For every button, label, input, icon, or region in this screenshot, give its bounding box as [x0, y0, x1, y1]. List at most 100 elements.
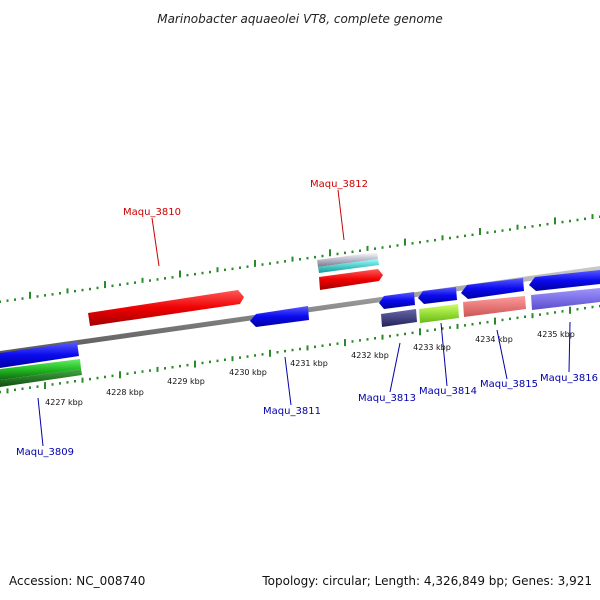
tick-label-4233: 4233 kbp [413, 343, 451, 352]
minor-tick-mark [134, 371, 136, 374]
minor-tick-mark [336, 342, 339, 345]
minor-tick-mark [59, 292, 61, 295]
minor-tick-mark [576, 218, 579, 222]
minor-tick-mark [171, 366, 174, 369]
minor-tick-mark [119, 283, 121, 286]
minor-tick-mark [441, 235, 444, 241]
minor-tick-mark [14, 298, 16, 301]
minor-tick-mark [36, 385, 39, 388]
gene-label-maqu-3813[interactable]: Maqu_3813 [358, 393, 416, 404]
major-tick-mark [104, 281, 106, 289]
gene-arrow-stack-mid[interactable] [318, 259, 379, 273]
major-tick-mark [269, 349, 271, 357]
minor-tick-mark [246, 265, 249, 268]
minor-tick-mark [359, 339, 361, 342]
minor-tick-mark [21, 387, 24, 390]
minor-tick-mark [404, 332, 406, 336]
gene-feature-maqu-3809[interactable] [0, 342, 82, 387]
minor-tick-mark [216, 359, 219, 363]
gene-arrow[interactable] [319, 269, 383, 290]
minor-tick-mark [321, 254, 324, 258]
minor-tick-mark [96, 286, 99, 290]
gene-arrow-stack-darkgreen[interactable] [0, 369, 82, 387]
gene-label-maqu-3810[interactable]: Maqu_3810 [123, 207, 181, 218]
minor-tick-mark [74, 289, 76, 293]
minor-tick-mark [186, 273, 189, 277]
minor-tick-mark [216, 267, 219, 273]
gene-feature-maqu-3813[interactable] [379, 292, 417, 327]
gene-arrow-stack-top[interactable] [317, 252, 378, 267]
gene-feature-maqu-3812[interactable] [317, 252, 383, 290]
gene-arrow-stack-navy[interactable] [381, 309, 417, 327]
tick-label-4231: 4231 kbp [290, 359, 328, 368]
minor-tick-mark [201, 361, 204, 365]
gene-arrow[interactable] [461, 278, 524, 299]
minor-tick-mark [456, 323, 459, 329]
minor-tick-mark [284, 260, 286, 263]
gene-arrow[interactable] [529, 270, 600, 291]
minor-tick-mark [231, 356, 234, 362]
tick-labels: 4227 kbp 4228 kbp 4229 kbp 4230 kbp 4231… [45, 330, 575, 407]
minor-tick-mark [411, 331, 414, 335]
minor-tick-mark [104, 375, 106, 379]
gene-arrow[interactable] [88, 290, 244, 326]
accession-text: Accession: NC_008740 [9, 574, 145, 588]
minor-tick-mark [464, 234, 466, 238]
major-tick-mark [194, 360, 196, 368]
minor-tick-mark [21, 297, 24, 300]
leader-maqu-3810 [151, 217, 160, 267]
minor-tick-mark [261, 263, 264, 266]
minor-tick-mark [351, 250, 354, 254]
gene-arrow[interactable] [0, 342, 79, 368]
gene-arrow[interactable] [418, 287, 457, 304]
minor-tick-mark [51, 293, 54, 296]
minor-tick-mark [111, 374, 114, 378]
gene-feature-maqu-3815[interactable] [461, 278, 526, 317]
minor-tick-mark [291, 348, 294, 352]
minor-tick-mark [126, 282, 129, 285]
gene-feature-maqu-3814[interactable] [418, 287, 459, 323]
gene-label-maqu-3811[interactable]: Maqu_3811 [263, 406, 321, 417]
minor-tick-mark [14, 388, 16, 392]
gene-arrow-stack-lime[interactable] [419, 304, 459, 323]
minor-tick-mark [149, 369, 151, 372]
minor-tick-mark [561, 310, 564, 313]
minor-tick-mark [284, 349, 286, 353]
gene-feature-maqu-3816[interactable] [529, 270, 600, 310]
minor-tick-mark [591, 305, 594, 309]
gene-label-maqu-3815[interactable]: Maqu_3815 [480, 379, 538, 390]
gene-arrow[interactable] [250, 306, 309, 327]
gene-arrow-stack-lavender[interactable] [531, 288, 600, 310]
major-tick-mark [494, 317, 496, 325]
gene-label-maqu-3809[interactable]: Maqu_3809 [16, 447, 74, 458]
leader-maqu-3811 [284, 356, 292, 406]
minor-tick-mark [411, 242, 414, 245]
minor-tick-mark [396, 244, 399, 247]
minor-tick-mark [81, 377, 84, 383]
minor-tick-mark [426, 239, 429, 243]
minor-tick-mark [584, 306, 586, 310]
gene-feature-maqu-3811[interactable] [250, 306, 309, 327]
minor-tick-mark [66, 288, 69, 294]
gene-label-maqu-3814[interactable]: Maqu_3814 [419, 386, 477, 397]
gene-label-maqu-3812[interactable]: Maqu_3812 [310, 179, 368, 190]
major-tick-mark [554, 217, 556, 225]
gene-label-maqu-3816[interactable]: Maqu_3816 [540, 373, 598, 384]
minor-tick-mark [321, 344, 324, 347]
minor-tick-mark [299, 347, 301, 351]
minor-tick-mark [231, 267, 234, 271]
gene-arrow-stack-green[interactable] [0, 359, 81, 380]
minor-tick-mark [501, 229, 504, 232]
minor-tick-mark [516, 316, 519, 320]
gene-arrow[interactable] [379, 292, 415, 309]
minor-tick-mark [426, 329, 429, 332]
leader-maqu-3816 [568, 321, 571, 373]
minor-tick-mark [164, 367, 166, 370]
minor-tick-mark [419, 241, 421, 244]
gene-feature-maqu-3810[interactable] [88, 290, 244, 326]
gene-arrow-stack-salmon[interactable] [463, 296, 526, 317]
minor-tick-mark [239, 356, 241, 359]
major-tick-mark [419, 328, 421, 336]
minor-tick-mark [299, 258, 301, 261]
